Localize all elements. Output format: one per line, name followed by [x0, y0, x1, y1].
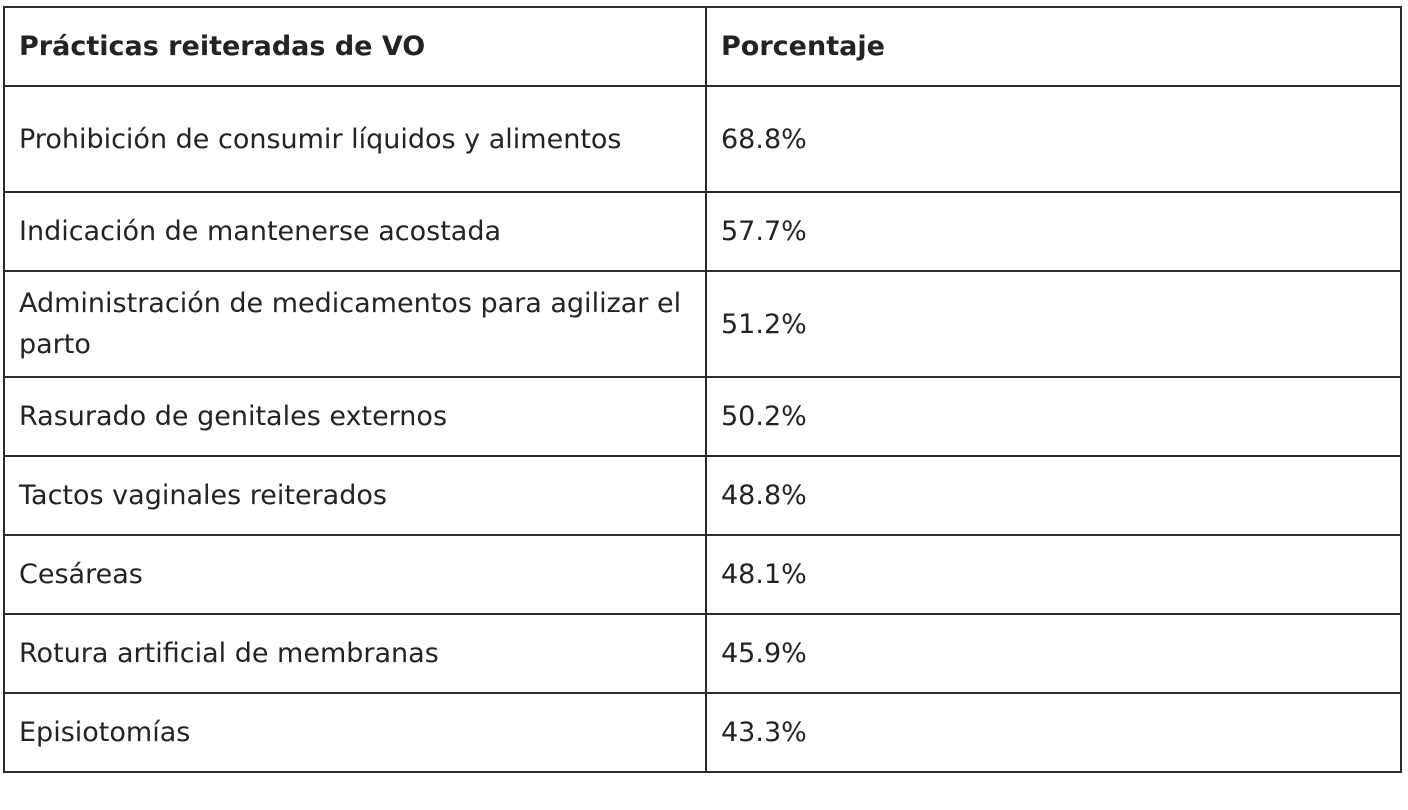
percentage-cell: 45.9%: [705, 613, 1402, 694]
table-row: Rasurado de genitales externos 50.2%: [3, 376, 1402, 457]
table-row: Cesáreas 48.1%: [3, 534, 1402, 615]
percentage-cell: 43.3%: [705, 692, 1402, 773]
table-row: Episiotomías 43.3%: [3, 692, 1402, 773]
practices-table: Prácticas reiteradas de VO Porcentaje Pr…: [3, 6, 1402, 773]
table-row: Administración de medicamentos para agil…: [3, 270, 1402, 378]
percentage-cell: 50.2%: [705, 376, 1402, 457]
practice-cell: Rasurado de genitales externos: [3, 376, 707, 457]
percentage-cell: 48.1%: [705, 534, 1402, 615]
header-practice: Prácticas reiteradas de VO: [3, 6, 707, 87]
header-percentage: Porcentaje: [705, 6, 1402, 87]
header-row: Prácticas reiteradas de VO Porcentaje: [3, 6, 1402, 87]
practice-cell: Prohibición de consumir líquidos y alime…: [3, 85, 707, 193]
percentage-cell: 51.2%: [705, 270, 1402, 378]
practice-cell: Rotura artificial de membranas: [3, 613, 707, 694]
percentage-cell: 68.8%: [705, 85, 1402, 193]
table-row: Rotura artificial de membranas 45.9%: [3, 613, 1402, 694]
percentage-cell: 48.8%: [705, 455, 1402, 536]
practice-cell: Administración de medicamentos para agil…: [3, 270, 707, 378]
practice-cell: Tactos vaginales reiterados: [3, 455, 707, 536]
practice-cell: Indicación de mantenerse acostada: [3, 191, 707, 272]
practice-cell: Episiotomías: [3, 692, 707, 773]
table-row: Prohibición de consumir líquidos y alime…: [3, 85, 1402, 193]
table-row: Indicación de mantenerse acostada 57.7%: [3, 191, 1402, 272]
table-row: Tactos vaginales reiterados 48.8%: [3, 455, 1402, 536]
percentage-cell: 57.7%: [705, 191, 1402, 272]
practice-cell: Cesáreas: [3, 534, 707, 615]
